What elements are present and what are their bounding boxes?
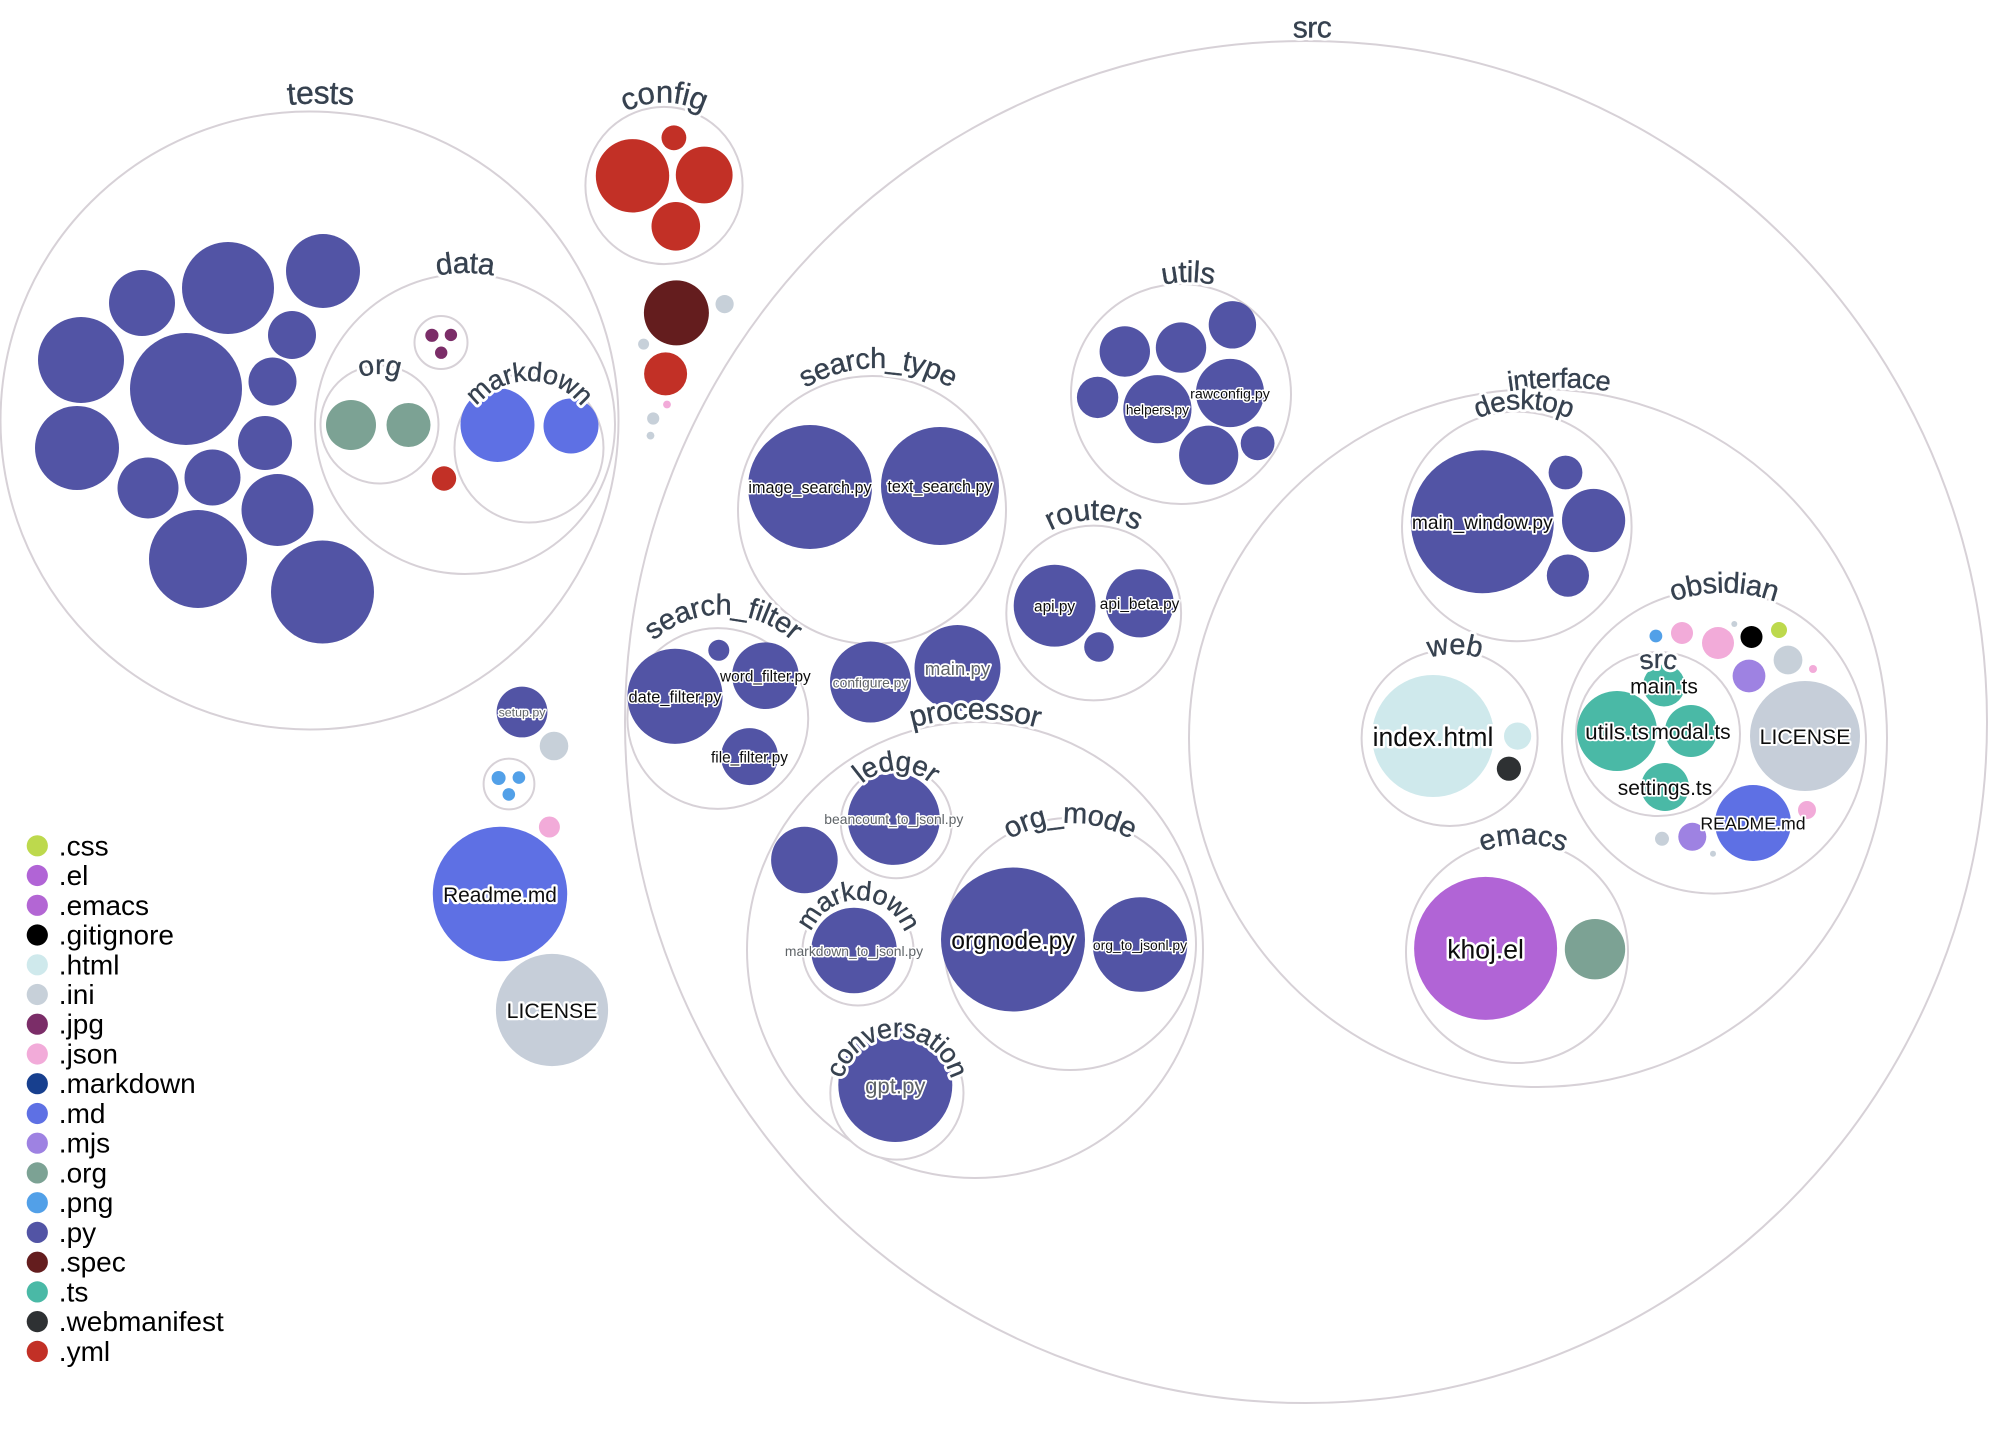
svg-text:.gitignore: .gitignore (59, 920, 174, 951)
svg-text:web: web (1423, 629, 1485, 665)
svg-text:modal.ts: modal.ts (1651, 721, 1730, 744)
svg-text:utils.ts: utils.ts (1585, 720, 1649, 745)
svg-text:.md: .md (59, 1098, 106, 1129)
svg-text:.json: .json (59, 1039, 118, 1070)
svg-text:.yml: .yml (59, 1336, 110, 1367)
svg-text:.py: .py (59, 1217, 96, 1248)
svg-text:main_window.py: main_window.py (1412, 513, 1553, 534)
svg-text:.jpg: .jpg (59, 1009, 104, 1040)
svg-text:Readme.md: Readme.md (443, 884, 557, 907)
svg-text:data: data (434, 247, 498, 283)
svg-text:configure.py: configure.py (833, 674, 909, 690)
svg-text:LICENSE: LICENSE (1760, 726, 1851, 749)
svg-text:src: src (1292, 11, 1332, 44)
svg-text:markdown_to_jsonl.py: markdown_to_jsonl.py (785, 943, 923, 959)
svg-text:README.md: README.md (1700, 814, 1805, 834)
svg-text:khoj.el: khoj.el (1447, 935, 1524, 965)
svg-text:.webmanifest: .webmanifest (59, 1306, 224, 1337)
svg-text:api.py: api.py (1034, 599, 1075, 616)
svg-text:date_filter.py: date_filter.py (629, 689, 723, 707)
svg-text:.ini: .ini (59, 979, 95, 1010)
svg-text:rawconfig.py: rawconfig.py (1190, 386, 1271, 402)
svg-text:utils: utils (1159, 256, 1218, 292)
svg-text:.el: .el (59, 860, 89, 891)
svg-text:file_filter.py: file_filter.py (711, 750, 788, 767)
svg-text:orgnode.py: orgnode.py (951, 928, 1075, 955)
svg-text:gpt.py: gpt.py (865, 1073, 926, 1098)
svg-text:interface: interface (1505, 362, 1612, 397)
svg-text:.spec: .spec (59, 1247, 126, 1278)
svg-text:.markdown: .markdown (59, 1068, 196, 1099)
svg-text:src: src (1637, 644, 1679, 676)
svg-text:index.html: index.html (1373, 722, 1494, 752)
svg-text:.ts: .ts (59, 1276, 89, 1307)
svg-text:src: src (1637, 644, 1679, 676)
svg-text:LICENSE: LICENSE (507, 1000, 598, 1023)
svg-text:src: src (1292, 11, 1332, 44)
svg-text:main.py: main.py (925, 658, 991, 679)
svg-text:org_to_jsonl.py: org_to_jsonl.py (1093, 937, 1187, 953)
svg-text:.emacs: .emacs (59, 890, 149, 921)
svg-text:tests: tests (285, 74, 355, 112)
svg-text:setup.py: setup.py (499, 706, 547, 720)
svg-text:.html: .html (59, 949, 120, 980)
svg-text:web: web (1423, 629, 1485, 665)
svg-text:.mjs: .mjs (59, 1128, 110, 1159)
svg-text:.org: .org (59, 1157, 107, 1188)
svg-text:helpers.py: helpers.py (1126, 402, 1189, 417)
svg-text:main.ts: main.ts (1630, 676, 1698, 699)
svg-text:image_search.py: image_search.py (748, 479, 872, 497)
svg-text:beancount_to_jsonl.py: beancount_to_jsonl.py (824, 811, 963, 827)
svg-text:api_beta.py: api_beta.py (1100, 596, 1180, 613)
svg-text:.css: .css (59, 830, 109, 861)
svg-text:org: org (355, 349, 405, 383)
svg-text:.png: .png (59, 1187, 114, 1218)
svg-text:utils: utils (1159, 256, 1218, 292)
svg-text:text_search.py: text_search.py (887, 478, 993, 496)
svg-text:word_filter.py: word_filter.py (719, 669, 811, 686)
svg-text:settings.ts: settings.ts (1618, 777, 1713, 800)
svg-text:data: data (434, 247, 498, 283)
